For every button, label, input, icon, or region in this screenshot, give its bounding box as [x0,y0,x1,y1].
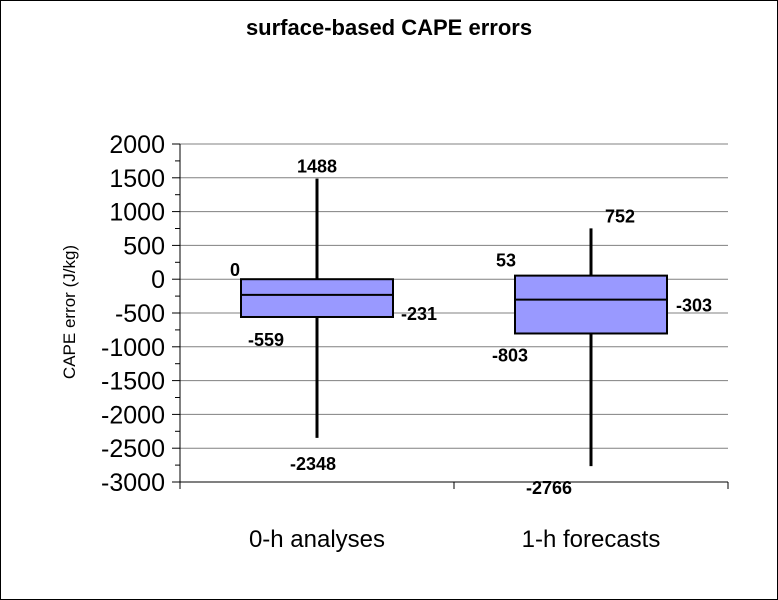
median-label: -231 [401,304,437,324]
axes: -3000 -2500 -2000 -1500 -1000 -500 0 500 1000 150… [101,131,729,497]
q1-label: -803 [492,345,528,365]
y-tick-label: -2000 [101,401,165,429]
y-tick-label: 2000 [109,131,165,159]
max-label: 1488 [297,157,337,177]
category-label: 1-h forecasts [522,526,661,553]
boxes [240,178,668,467]
iqr-box [514,274,668,335]
q3-label: 53 [496,251,516,271]
median-label: -303 [676,296,712,316]
y-tick-label: 1000 [109,199,165,227]
data-labels: 1488 0 -231 -559 -2348 752 53 -303 -803 -2766 [230,157,712,499]
category-label: 0-h analyses [249,526,385,553]
iqr-box [240,278,394,318]
y-tick-label: -2500 [101,435,165,463]
y-tick-label: 0 [151,266,165,294]
y-tick-label: -3000 [101,469,165,497]
y-tick-label: -1500 [101,368,165,396]
y-axis-label: CAPE error (J/kg) [60,245,79,379]
y-tick-label: -500 [115,300,165,328]
min-label: -2766 [526,478,572,498]
q1-label: -559 [248,330,284,350]
y-tick-label: 1500 [109,165,165,193]
y-tick-label: -1000 [101,334,165,362]
category-labels: 0-h analyses 1-h forecasts [249,526,660,553]
y-tick-label: 500 [123,232,165,260]
q3-label: 0 [230,260,240,280]
max-label: 752 [605,206,635,226]
chart-title: surface-based CAPE errors [246,15,532,40]
min-label: -2348 [290,454,336,474]
